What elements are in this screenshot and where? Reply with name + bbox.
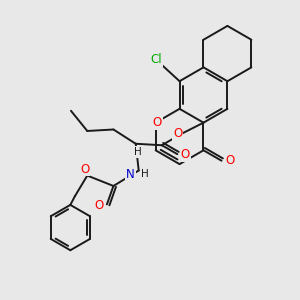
Text: Cl: Cl xyxy=(151,53,162,66)
Text: O: O xyxy=(94,200,103,212)
Text: N: N xyxy=(126,168,135,181)
Text: O: O xyxy=(152,116,162,129)
Text: O: O xyxy=(80,163,89,176)
Text: H: H xyxy=(134,147,142,157)
Text: O: O xyxy=(181,148,190,161)
Text: H: H xyxy=(141,169,149,179)
Text: O: O xyxy=(225,154,234,167)
Text: O: O xyxy=(173,127,182,140)
